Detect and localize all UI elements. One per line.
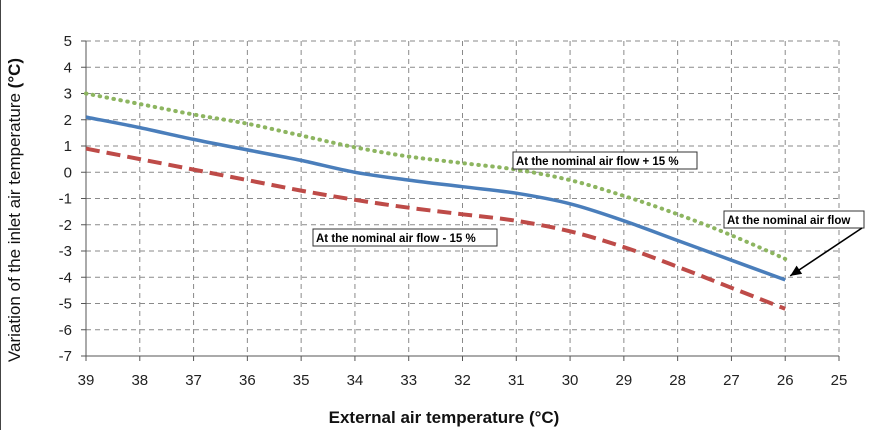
y-tick-label: -7 (59, 348, 72, 365)
y-tick-label: 0 (64, 164, 72, 181)
y-tick-label: 3 (64, 86, 72, 103)
annotation-text: At the nominal air flow + 15 % (516, 156, 679, 168)
y-tick-label: -2 (59, 217, 72, 234)
annotation-text: At the nominal air flow (727, 215, 850, 227)
x-axis-title: External air temperature (°C) (329, 408, 560, 427)
y-tick-label: 5 (64, 33, 72, 50)
axes (81, 40, 840, 361)
y-tick-label: -1 (59, 191, 72, 208)
x-tick-label: 33 (400, 372, 417, 389)
y-tick-label: 4 (64, 59, 72, 76)
y-axis-title-unit: (°C) (5, 58, 24, 88)
annotation-box (312, 228, 498, 247)
x-tick-label: 37 (185, 372, 202, 389)
annotation-text: At the nominal air flow - 15 % (316, 233, 476, 245)
annotations: At the nominal air flow + 15 % At the nom… (312, 151, 865, 277)
x-tick-label: 36 (239, 372, 256, 389)
annotation-box (723, 210, 865, 229)
x-tick-label: 26 (777, 372, 794, 389)
x-tick-label: 25 (831, 372, 848, 389)
annotation-label-1: At the nominal air flow (723, 210, 865, 277)
annotation-label-2: At the nominal air flow - 15 % (312, 228, 498, 247)
x-tick-label: 29 (616, 372, 633, 389)
series-line-1 (85, 115, 786, 282)
x-tick-label: 28 (669, 372, 686, 389)
x-tick-label: 31 (508, 372, 525, 389)
y-tick-label: -4 (59, 269, 72, 286)
x-tick-label: 30 (562, 372, 579, 389)
arrow-head-icon (790, 265, 803, 276)
annotation-label-0: At the nominal air flow + 15 % (512, 151, 698, 170)
x-tick-labels: 39 38 37 36 35 34 33 32 31 30 29 28 27 26 25 (78, 372, 848, 389)
x-tick-label: 32 (454, 372, 471, 389)
y-tick-label: -6 (59, 322, 72, 339)
series-line-2 (85, 146, 786, 311)
x-tick-label: 27 (723, 372, 740, 389)
y-axis-title: Variation of the inlet air temperature (… (5, 58, 24, 362)
x-tick-label: 39 (78, 372, 95, 389)
y-tick-labels: 5 4 3 2 1 0 -1 -2 -3 -4 -5 -6 -7 (59, 33, 72, 365)
x-tick-label: 34 (347, 372, 364, 389)
annotation-arrow (789, 227, 863, 277)
series-lines (84, 91, 788, 311)
x-tick-label: 38 (131, 372, 148, 389)
annotation-box (512, 151, 698, 170)
y-axis-title-main: Variation of the inlet air temperature (5, 88, 24, 362)
y-tick-label: 2 (64, 112, 72, 129)
series-line-0 (84, 91, 788, 261)
y-tick-label: 1 (64, 138, 72, 155)
x-tick-label: 35 (293, 372, 310, 389)
y-tick-label: -3 (59, 243, 72, 260)
grid-lines (86, 40, 840, 356)
y-tick-label: -5 (59, 296, 72, 313)
